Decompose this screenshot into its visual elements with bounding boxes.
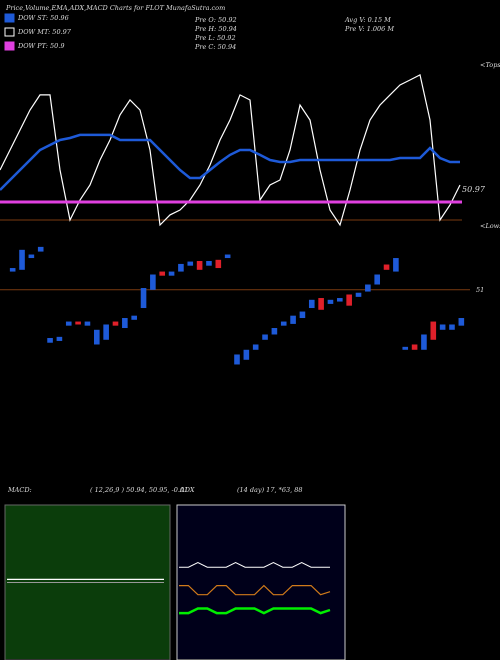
- legend-swatch: [4, 41, 15, 51]
- adx-frame: [176, 504, 346, 660]
- series-line: [179, 584, 331, 596]
- candle-body: [168, 271, 175, 276]
- legend-swatch: [4, 27, 15, 37]
- info: Pre V: 1.006 M: [344, 25, 394, 33]
- candle-body: [393, 258, 399, 272]
- candle-body: [458, 318, 465, 326]
- last-label: 50.97: [462, 185, 486, 194]
- candle-body: [280, 321, 287, 326]
- bottom-label: <Lows: [480, 222, 500, 230]
- candle-body: [47, 338, 53, 343]
- candle-body: [215, 259, 222, 269]
- ref-label: 51: [476, 286, 484, 294]
- series-line: [179, 562, 330, 568]
- candle-body: [103, 324, 109, 340]
- legend-label: DOW ST: 50.96: [17, 14, 69, 22]
- candle-body: [402, 346, 409, 350]
- legend-label: DOW MT: 50.97: [17, 28, 72, 36]
- candle-body: [337, 298, 343, 302]
- candle-body: [131, 315, 137, 320]
- candle-body: [374, 274, 381, 285]
- panel-subtitle: ( 12,26,9 ) 50.94, 50.95, -0.01: [90, 486, 188, 494]
- candle-body: [430, 321, 437, 340]
- info: Pre O: 50.92: [194, 16, 237, 24]
- candle-body: [327, 299, 334, 304]
- candle-body: [122, 318, 128, 329]
- info: Pre L: 50.92: [194, 34, 236, 42]
- panel-title: MACD:: [7, 486, 32, 494]
- panel-subtitle: (14 day) 17, *63, 88: [237, 486, 303, 494]
- info: Pre C: 50.94: [194, 43, 236, 51]
- candle-body: [150, 274, 156, 290]
- info: Avg V: 0.15 M: [344, 16, 391, 24]
- candle-body: [9, 268, 16, 272]
- candle-body: [243, 349, 250, 360]
- candle-body: [383, 264, 390, 270]
- candle-body: [449, 324, 455, 330]
- candle-body: [290, 315, 296, 324]
- panel-title: ADX: [179, 486, 195, 494]
- candle-body: [112, 321, 119, 326]
- candle-body: [318, 298, 324, 310]
- candle-body: [19, 249, 25, 270]
- info: Pre H: 50.94: [194, 25, 237, 33]
- chart-title: Price,Volume,EMA,ADX,MACD Charts for FLO…: [5, 4, 225, 12]
- candle-body: [299, 311, 306, 319]
- top-label: <Tops: [480, 61, 500, 69]
- panel-background: [177, 505, 345, 659]
- candle-body: [271, 328, 278, 335]
- candle-body: [56, 336, 63, 341]
- candle-body: [252, 344, 259, 350]
- candle-body: [28, 254, 35, 259]
- candle-body: [439, 324, 446, 330]
- candle-body: [93, 329, 100, 345]
- candle-body: [178, 263, 184, 272]
- macd-frame: [4, 504, 171, 660]
- candle-body: [411, 344, 418, 350]
- series-line: [0, 74, 461, 227]
- legend-swatch: [4, 13, 15, 23]
- candle-body: [37, 246, 44, 252]
- candle-body: [159, 271, 166, 276]
- candle-body: [234, 354, 240, 365]
- candle-body: [140, 288, 147, 309]
- candle-body: [206, 260, 212, 266]
- candle-body: [421, 334, 427, 350]
- candle-body: [308, 299, 315, 309]
- candle-body: [224, 254, 231, 259]
- candle-body: [84, 321, 91, 326]
- legend-label: DOW PT: 50.9: [17, 42, 65, 50]
- candle-body: [346, 294, 352, 306]
- candle-body: [262, 334, 268, 340]
- candle-body: [187, 261, 194, 266]
- candle-body: [365, 284, 371, 292]
- candle-body: [196, 260, 203, 270]
- candle-body: [65, 321, 72, 326]
- candle-body: [355, 292, 362, 297]
- series-line: [0, 133, 460, 191]
- series-line: [179, 607, 331, 615]
- candle-body: [75, 321, 81, 325]
